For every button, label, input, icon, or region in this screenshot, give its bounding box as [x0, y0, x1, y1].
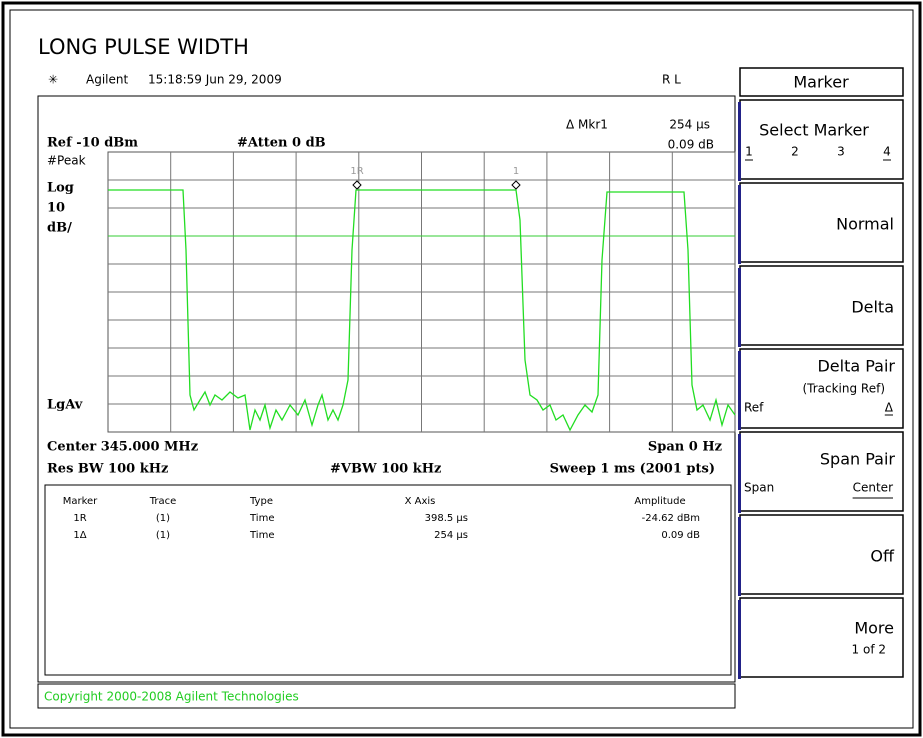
menu-title-box	[739, 67, 904, 97]
softkey-label: Normal	[836, 215, 894, 234]
marker-1	[511, 180, 521, 190]
footer-frame	[37, 683, 736, 709]
title: LONG PULSE WIDTH	[38, 35, 249, 59]
table-header: X Axis	[405, 496, 436, 507]
sweep: Sweep 1 ms (2001 pts)	[550, 462, 715, 477]
scale-unit: dB/	[47, 221, 72, 236]
vbw: #VBW 100 kHz	[330, 462, 441, 477]
logo: ✳	[48, 73, 58, 87]
softkey-sub: 1 of 2	[852, 643, 886, 657]
softkey-option: 1	[745, 145, 753, 159]
marker-1r	[352, 180, 362, 190]
table-header: Marker	[63, 496, 98, 507]
table-cell: (1)	[156, 530, 170, 541]
softkey[interactable]	[739, 182, 904, 263]
table-header: Amplitude	[634, 496, 685, 507]
table-header: Trace	[149, 496, 177, 507]
attenuation: #Atten 0 dB	[237, 136, 326, 151]
scale-type: Log	[47, 181, 74, 196]
softkey[interactable]	[739, 431, 904, 512]
table-cell: 0.09 dB	[661, 530, 700, 541]
softkey-option: Δ	[885, 401, 894, 415]
marker-readout-label: Δ Mkr1	[566, 118, 608, 132]
softkey-sub: (Tracking Ref)	[802, 382, 885, 396]
marker-readout-x: 254 µs	[669, 118, 710, 132]
table-cell: 254 µs	[434, 530, 468, 541]
trace-marker-label: 1R	[350, 166, 363, 177]
softkey-label: Select Marker	[759, 121, 869, 140]
softkey-option: Ref	[744, 401, 764, 415]
table-cell: (1)	[156, 513, 170, 524]
softkey-edge	[738, 185, 741, 264]
instrument: Agilent	[86, 73, 128, 87]
softkey-label: Off	[870, 547, 895, 566]
average-mode: LgAv	[47, 398, 83, 413]
softkey-edge	[738, 434, 741, 513]
softkey[interactable]	[739, 514, 904, 595]
trace	[108, 189, 736, 432]
softkey[interactable]	[739, 597, 904, 678]
softkey-edge	[738, 268, 741, 347]
softkeys: Select Marker 1 2 3 4 Normal Delta Delta Pair (T…	[738, 99, 904, 679]
softkey-option: Center	[853, 481, 893, 495]
softkey-label: Span Pair	[820, 450, 896, 469]
softkey[interactable]	[739, 99, 904, 180]
status: R L	[662, 73, 681, 87]
span: Span 0 Hz	[648, 440, 722, 455]
marker-readout-y: 0.09 dB	[668, 138, 714, 152]
table-cell: Time	[249, 530, 274, 541]
center-frequency: Center 345.000 MHz	[47, 440, 198, 455]
trace-marker-label: 1	[513, 166, 519, 177]
softkey[interactable]	[739, 265, 904, 346]
graticule	[107, 151, 736, 433]
softkey-label: Delta Pair	[817, 357, 895, 376]
display-frame	[37, 95, 736, 683]
softkey[interactable]	[739, 348, 904, 429]
softkey-edge	[738, 351, 741, 430]
softkey-option: 2	[791, 145, 799, 159]
softkey-label: More	[854, 619, 894, 638]
ref-level: Ref -10 dBm	[47, 136, 138, 151]
detector: #Peak	[47, 154, 86, 168]
softkey-edge	[738, 102, 741, 181]
table-cell: -24.62 dBm	[642, 513, 700, 524]
marker-table: Marker Trace Type X Axis Amplitude 1R (1) Time 3…	[63, 496, 700, 541]
table-header: Type	[249, 496, 273, 507]
softkey-edge	[738, 600, 741, 679]
timestamp: 15:18:59 Jun 29, 2009	[148, 73, 282, 87]
marker-table-frame	[44, 484, 732, 676]
softkey-label: Delta	[851, 298, 894, 317]
table-cell: 1Δ	[73, 530, 86, 541]
table-cell: 398.5 µs	[425, 513, 468, 524]
softkey-option: Span	[744, 481, 774, 495]
softkey-option: 4	[883, 145, 891, 159]
menu-title: Marker	[793, 73, 849, 92]
scale-value: 10	[47, 201, 65, 216]
rbw: Res BW 100 kHz	[47, 462, 168, 477]
softkey-option: 3	[837, 145, 845, 159]
inner-frame	[9, 9, 914, 729]
softkey-edge	[738, 517, 741, 596]
table-cell: Time	[249, 513, 274, 524]
copyright: Copyright 2000-2008 Agilent Technologies	[44, 690, 299, 704]
table-cell: 1R	[73, 513, 86, 524]
